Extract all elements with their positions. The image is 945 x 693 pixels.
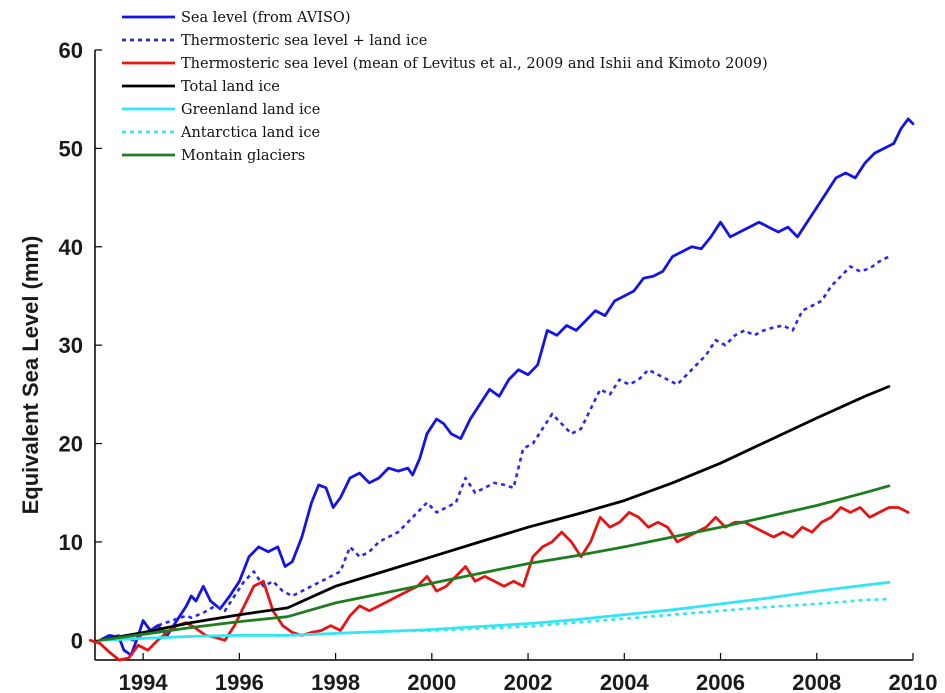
x-tick-label: 1998 [311, 670, 360, 693]
y-axis-title: Equivalent Sea Level (mm) [18, 236, 43, 515]
legend-label: Sea level (from AVISO) [181, 10, 350, 26]
legend: Sea level (from AVISO) Thermosteric sea l… [122, 10, 768, 164]
x-tick-label: 2004 [600, 670, 650, 693]
tick-marks: 0 10 20 30 40 50 60 1994 1996 1998 2000 2002 2004 200… [59, 38, 938, 693]
legend-label: Greenland land ice [181, 102, 320, 118]
x-tick-label: 1996 [215, 670, 264, 693]
x-tick-label: 2000 [407, 670, 456, 693]
x-tick-label: 1994 [119, 670, 169, 693]
x-tick-label: 2010 [889, 670, 938, 693]
series-line-6 [99, 597, 889, 642]
legend-label: Thermosteric sea level (mean of Levitus … [181, 56, 768, 72]
x-tick-label: 2006 [696, 670, 745, 693]
legend-label: Antarctica land ice [180, 125, 320, 141]
y-tick-label: 60 [59, 38, 83, 63]
y-tick-label: 30 [59, 333, 83, 358]
y-tick-label: 10 [59, 530, 83, 555]
x-tick-label: 2008 [792, 670, 841, 693]
legend-label: Montain glaciers [181, 148, 305, 164]
series-line-5 [98, 580, 891, 642]
y-tick-label: 40 [59, 235, 83, 260]
x-tick-label: 2002 [504, 670, 553, 693]
y-tick-label: 0 [71, 628, 83, 653]
series-line-1 [98, 117, 915, 657]
series-line-7 [98, 484, 891, 642]
legend-label: Thermosteric sea level + land ice [181, 33, 427, 49]
series-line-2 [99, 255, 890, 642]
series-line-4 [98, 385, 891, 642]
series-lines [88, 117, 915, 662]
y-tick-label: 50 [59, 136, 83, 161]
y-tick-label: 20 [59, 432, 83, 457]
axes [94, 50, 913, 661]
legend-label: Total land ice [181, 79, 280, 95]
series-line-3 [88, 506, 910, 662]
